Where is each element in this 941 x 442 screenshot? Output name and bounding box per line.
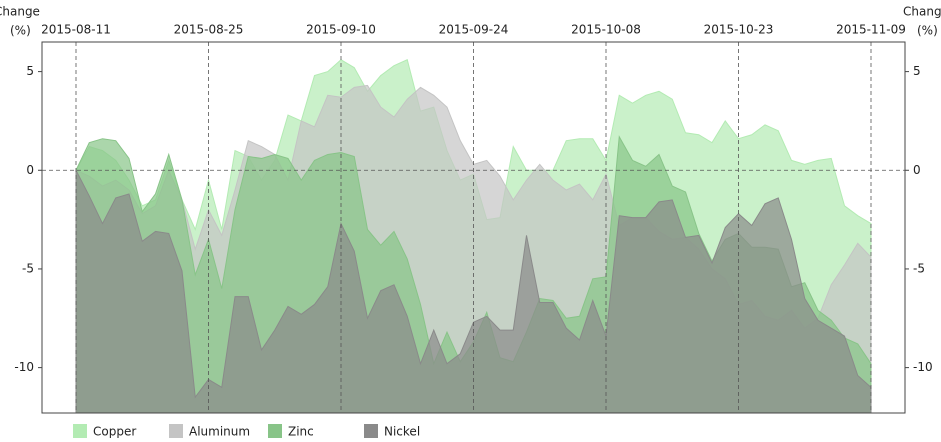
legend-swatch <box>364 424 378 438</box>
legend-label: Nickel <box>384 425 420 439</box>
y-tick-label: 5 <box>26 64 34 78</box>
x-tick-label: 2015-09-24 <box>439 23 509 37</box>
legend-item: Aluminum <box>169 424 250 439</box>
legend-item: Nickel <box>364 424 420 439</box>
area <box>75 170 872 414</box>
x-tick-label: 2015-08-25 <box>174 23 244 37</box>
legend-swatch <box>169 424 183 438</box>
x-tick-label: 2015-10-23 <box>704 23 774 37</box>
legend-swatch <box>268 424 282 438</box>
y-label-left: Change <box>0 5 40 19</box>
y-tick-label: 0 <box>26 163 34 177</box>
y2-tick-label: -5 <box>913 261 925 275</box>
y2-tick-label: 0 <box>913 163 921 177</box>
legend-item: Copper <box>73 424 136 439</box>
y2-tick-label: 5 <box>913 64 921 78</box>
x-tick-label: 2015-09-10 <box>306 23 376 37</box>
y-unit-right: (%) <box>917 24 938 38</box>
legend-item: Zinc <box>268 424 314 439</box>
x-tick-label: 2015-11-09 <box>836 23 906 37</box>
legend-label: Aluminum <box>189 425 250 439</box>
plot-frame <box>41 41 906 414</box>
y-unit-left: (%) <box>10 24 31 38</box>
x-tick-label: 2015-08-11 <box>41 23 111 37</box>
legend-label: Copper <box>93 425 136 439</box>
legend-swatch <box>73 424 87 438</box>
legend-label: Zinc <box>288 425 314 439</box>
y-tick-label: -10 <box>14 360 34 374</box>
y-tick-label: -5 <box>22 261 34 275</box>
y-label-right: Change <box>903 5 941 19</box>
y2-tick-label: -10 <box>913 360 933 374</box>
x-tick-label: 2015-10-08 <box>571 23 641 37</box>
